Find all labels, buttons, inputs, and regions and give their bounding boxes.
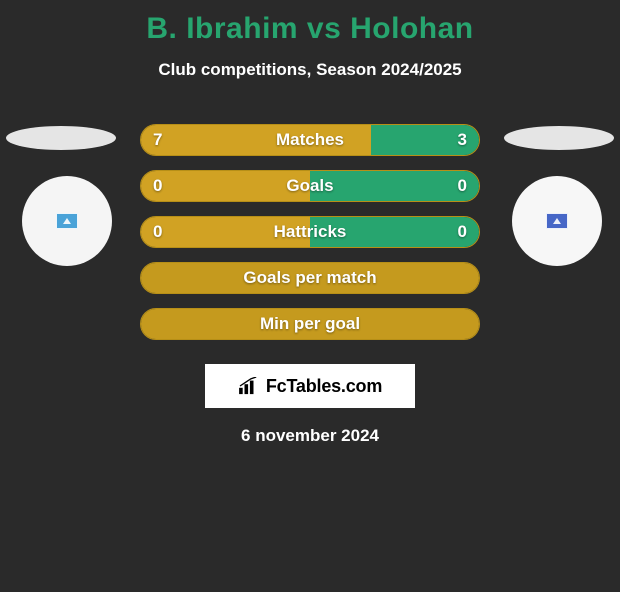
club-badge-left [22, 176, 112, 266]
stat-row: Min per goal [140, 308, 480, 340]
stat-row: Goals per match [140, 262, 480, 294]
stat-row: 0 0 Goals [140, 170, 480, 202]
subtitle: Club competitions, Season 2024/2025 [0, 60, 620, 80]
bar-value-right: 3 [458, 130, 467, 150]
comparison-stage: 7 3 Matches 0 0 Goals 0 0 Hattricks Goals per mat… [0, 106, 620, 340]
bar-fill-left [141, 171, 310, 201]
bar-value-left: 7 [153, 130, 162, 150]
bar-value-left: 0 [153, 176, 162, 196]
brand-box: FcTables.com [205, 364, 415, 408]
stat-row: 7 3 Matches [140, 124, 480, 156]
date-text: 6 november 2024 [0, 426, 620, 446]
stat-bars: 7 3 Matches 0 0 Goals 0 0 Hattricks Goals per mat… [140, 106, 480, 340]
stat-row: 0 0 Hattricks [140, 216, 480, 248]
flag-right [504, 126, 614, 150]
bar-value-right: 0 [458, 176, 467, 196]
bar-fill-right [310, 171, 479, 201]
bar-label: Min per goal [260, 314, 360, 334]
brand-text: FcTables.com [266, 376, 382, 397]
page-title: B. Ibrahim vs Holohan [0, 12, 620, 46]
bar-label: Hattricks [274, 222, 347, 242]
club-badge-right [512, 176, 602, 266]
flag-left [6, 126, 116, 150]
badge-icon-right [546, 213, 568, 229]
bar-label: Goals [286, 176, 333, 196]
bar-label: Goals per match [243, 268, 376, 288]
brand-chart-icon [238, 377, 260, 395]
badge-icon-left [56, 213, 78, 229]
bar-value-right: 0 [458, 222, 467, 242]
bar-value-left: 0 [153, 222, 162, 242]
bar-label: Matches [276, 130, 344, 150]
